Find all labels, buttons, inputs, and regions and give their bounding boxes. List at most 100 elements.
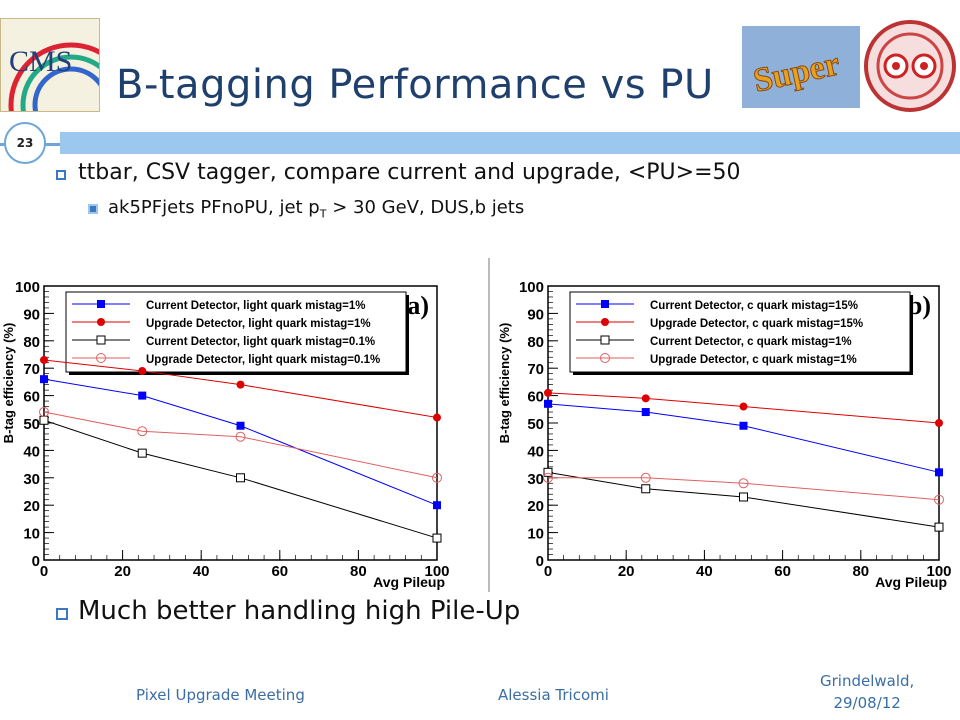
data-point <box>138 366 147 375</box>
y-tick-label: 90 <box>23 306 40 323</box>
y-tick-label: 70 <box>527 361 544 378</box>
lhc-logo <box>862 18 958 114</box>
legend-entry: Current Detector, light quark mistag=1% <box>146 300 366 312</box>
bullet-text: Much better handling high Pile-Up <box>78 596 521 626</box>
y-tick-label: 20 <box>23 498 40 515</box>
data-point <box>739 492 748 502</box>
x-tick-label: 60 <box>774 563 791 580</box>
legend-entry: Current Detector, c quark mistag=15% <box>650 300 858 312</box>
data-point <box>641 408 650 417</box>
sub-bullet-subscript: T <box>319 207 327 221</box>
x-axis-label: Avg Pileup <box>373 574 445 590</box>
legend-entry: Upgrade Detector, light quark mistag=1% <box>146 318 371 330</box>
y-tick-label: 30 <box>527 471 544 488</box>
data-point <box>738 478 749 489</box>
x-tick-label: 40 <box>696 563 713 580</box>
series-line <box>547 403 940 473</box>
legend-marker <box>601 318 609 326</box>
data-point <box>40 375 48 384</box>
bullet-marker <box>56 608 68 620</box>
y-tick-label: 30 <box>23 471 40 488</box>
data-point <box>137 426 148 437</box>
legend-entry: Upgrade Detector, c quark mistag=1% <box>650 354 857 366</box>
x-tick-label: 80 <box>852 563 869 580</box>
data-point <box>138 391 147 400</box>
page-number: 23 <box>4 122 46 164</box>
data-point <box>137 448 147 458</box>
legend-marker <box>600 335 610 345</box>
x-tick-label: 0 <box>40 563 48 580</box>
y-tick-label: 50 <box>23 416 40 433</box>
legend-marker <box>96 353 106 363</box>
y-tick-label: 60 <box>527 389 544 406</box>
series-line <box>547 392 940 424</box>
data-point <box>235 431 246 442</box>
y-tick-label: 20 <box>527 498 544 515</box>
footer-location-date: Grindelwald, 29/08/12 <box>820 670 914 714</box>
data-point <box>236 421 245 430</box>
y-axis-label: B-tag efficiency (%) <box>1 323 16 444</box>
legend-marker <box>96 335 106 345</box>
data-point <box>433 501 441 510</box>
data-point <box>641 394 650 403</box>
data-point <box>640 472 651 483</box>
x-tick-label: 20 <box>618 563 635 580</box>
series-line <box>43 419 438 539</box>
footer-date: 29/08/12 <box>833 694 901 712</box>
data-point <box>935 468 943 477</box>
data-point <box>934 522 944 532</box>
super-lhc-logo: Super <box>742 26 860 108</box>
series-line <box>43 411 438 479</box>
x-tick-label: 100 <box>926 563 951 580</box>
header-accent-bar <box>60 132 960 154</box>
legend-box <box>65 291 407 373</box>
y-tick-label: 50 <box>527 416 544 433</box>
x-tick-label: 100 <box>424 563 449 580</box>
sub-bullet-marker <box>88 204 98 214</box>
data-point <box>544 399 552 408</box>
data-point <box>433 413 441 422</box>
y-tick-label: 60 <box>23 389 40 406</box>
x-tick-label: 40 <box>193 563 210 580</box>
sub-bullet-main: ak5PFjets PFnoPU, jet p <box>108 197 320 218</box>
data-point <box>934 494 944 505</box>
y-axis-label: B-tag efficiency (%) <box>497 323 512 444</box>
legend-entry: Upgrade Detector, c quark mistag=15% <box>650 318 863 330</box>
super-logo-text: Super <box>750 45 843 99</box>
data-point <box>544 388 552 397</box>
footer-author: Alessia Tricomi <box>498 686 609 704</box>
series-line <box>548 477 940 501</box>
series-line <box>43 359 438 419</box>
footer-event: Pixel Upgrade Meeting <box>136 686 305 704</box>
cms-logo: CMS <box>0 18 100 112</box>
legend-marker <box>97 300 105 308</box>
y-tick-label: 40 <box>527 443 544 460</box>
y-tick-label: 40 <box>23 443 40 460</box>
data-point <box>39 407 49 418</box>
data-point <box>641 484 651 494</box>
data-point <box>236 380 245 389</box>
data-point <box>543 467 553 477</box>
y-tick-label: 70 <box>23 361 40 378</box>
bullet-text: ttbar, CSV tagger, compare current and u… <box>78 160 741 185</box>
data-point <box>236 473 245 483</box>
legend-marker <box>601 300 609 308</box>
y-tick-label: 100 <box>519 279 544 296</box>
data-point <box>432 533 442 543</box>
data-point <box>739 402 748 411</box>
data-point <box>543 472 553 483</box>
data-point <box>935 419 943 427</box>
cms-logo-text: CMS <box>9 45 72 78</box>
y-tick-label: 0 <box>536 553 544 570</box>
data-point <box>432 472 442 483</box>
footer-location: Grindelwald, <box>820 672 915 690</box>
data-point <box>40 355 48 364</box>
slide-title: B-tagging Performance vs PU <box>116 62 714 108</box>
x-tick-label: 60 <box>271 563 288 580</box>
y-tick-label: 90 <box>527 306 544 323</box>
x-axis-label: Avg Pileup <box>875 574 947 590</box>
legend-marker <box>97 318 105 326</box>
